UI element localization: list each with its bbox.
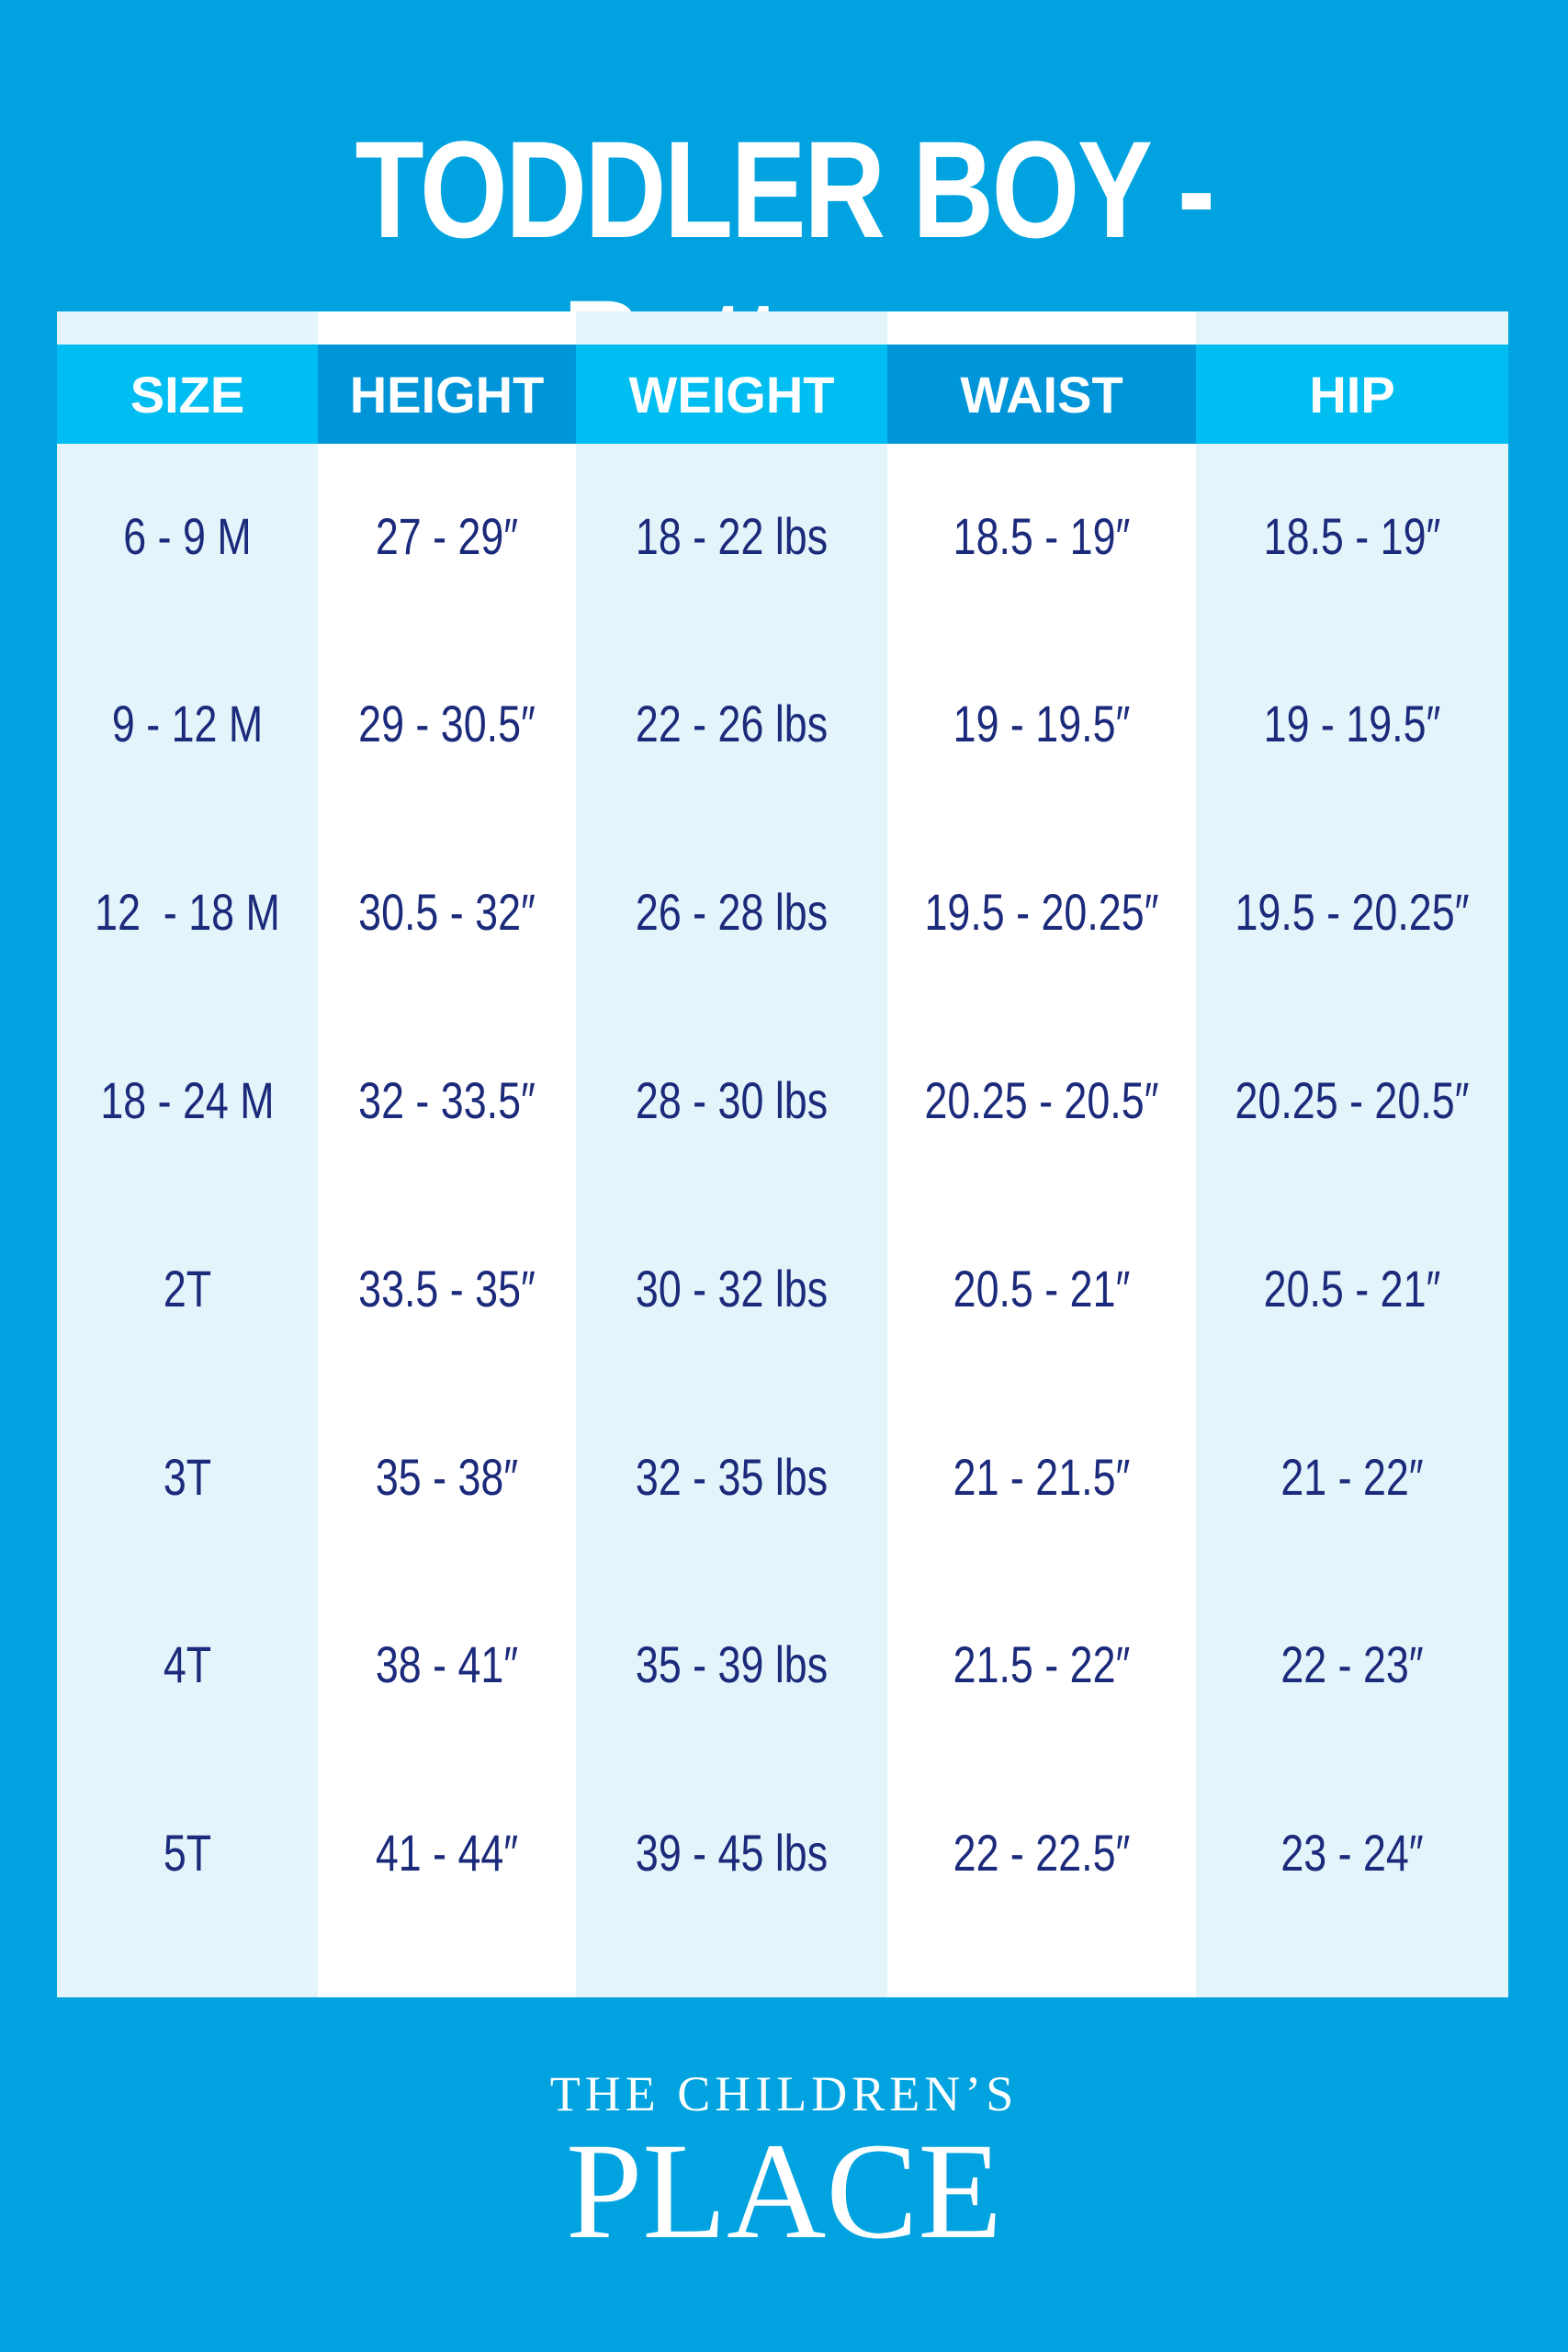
table-cell: 29 - 30.5″ <box>358 695 536 753</box>
table-cell: 19.5 - 20.25″ <box>1235 883 1470 942</box>
column-bg <box>887 311 1196 1997</box>
table-cell: 27 - 29″ <box>375 506 519 565</box>
table-cell: 9 - 12 M <box>111 695 264 753</box>
column-bg <box>57 311 318 1997</box>
table-cell: 30.5 - 32″ <box>358 883 536 942</box>
table-cell: 30 - 32 lbs <box>635 1259 829 1317</box>
table-cell: 21 - 22″ <box>1280 1447 1424 1506</box>
table-cell: 38 - 41″ <box>375 1635 519 1694</box>
table-cell: 18 - 24 M <box>100 1070 275 1129</box>
table-cell: 12 - 18 M <box>95 883 280 942</box>
table-cell: 22 - 26 lbs <box>635 695 829 753</box>
column-bg <box>576 311 887 1997</box>
logo-line: THE CHILDREN’S <box>549 2066 1019 2121</box>
table-cell: 18.5 - 19″ <box>1263 506 1441 565</box>
table-cell: 2T <box>163 1259 212 1317</box>
table-cell: 19.5 - 20.25″ <box>924 883 1159 942</box>
table-cell: 39 - 45 lbs <box>635 1824 829 1883</box>
logo-name: PLACE <box>565 2115 1003 2267</box>
column-bg <box>318 311 576 1997</box>
table-cell: 33.5 - 35″ <box>358 1259 536 1317</box>
size-table: SIZE HEIGHT WEIGHT WAIST HIP 6 - 9 M 27 - 29″ 1… <box>57 311 1508 1997</box>
table-cell: 35 - 38″ <box>375 1447 519 1506</box>
table-cell: 32 - 35 lbs <box>635 1447 829 1506</box>
table-cell: 18 - 22 lbs <box>635 506 829 565</box>
table-cell: 22 - 22.5″ <box>953 1824 1131 1883</box>
column-header: HEIGHT <box>318 345 576 444</box>
table-cell: 23 - 24″ <box>1280 1824 1424 1883</box>
table-cell: 28 - 30 lbs <box>635 1070 829 1129</box>
table-cell: 26 - 28 lbs <box>635 883 829 942</box>
table-cell: 18.5 - 19″ <box>953 506 1131 565</box>
column-header: SIZE <box>57 345 318 444</box>
table-cell: 21 - 21.5″ <box>953 1447 1131 1506</box>
table-cell: 19 - 19.5″ <box>953 695 1131 753</box>
table-cell: 41 - 44″ <box>375 1824 519 1883</box>
table-cell: 22 - 23″ <box>1280 1635 1424 1694</box>
table-cell: 32 - 33.5″ <box>358 1070 536 1129</box>
table-cell: 5T <box>163 1824 212 1883</box>
table-cell: 20.25 - 20.5″ <box>924 1070 1159 1129</box>
table-cell: 20.5 - 21″ <box>953 1259 1131 1317</box>
table-cell: 4T <box>163 1635 212 1694</box>
table-cell: 19 - 19.5″ <box>1263 695 1441 753</box>
table-cell: 6 - 9 M <box>123 506 252 565</box>
column-bg <box>1196 311 1508 1997</box>
table-cell: 3T <box>163 1447 212 1506</box>
table-cell: 35 - 39 lbs <box>635 1635 829 1694</box>
column-header: WEIGHT <box>576 345 887 444</box>
column-header: WAIST <box>887 345 1196 444</box>
column-header: HIP <box>1196 345 1508 444</box>
table-cell: 21.5 - 22″ <box>953 1635 1131 1694</box>
table-cell: 20.5 - 21″ <box>1263 1259 1441 1317</box>
table-cell: 20.25 - 20.5″ <box>1235 1070 1470 1129</box>
